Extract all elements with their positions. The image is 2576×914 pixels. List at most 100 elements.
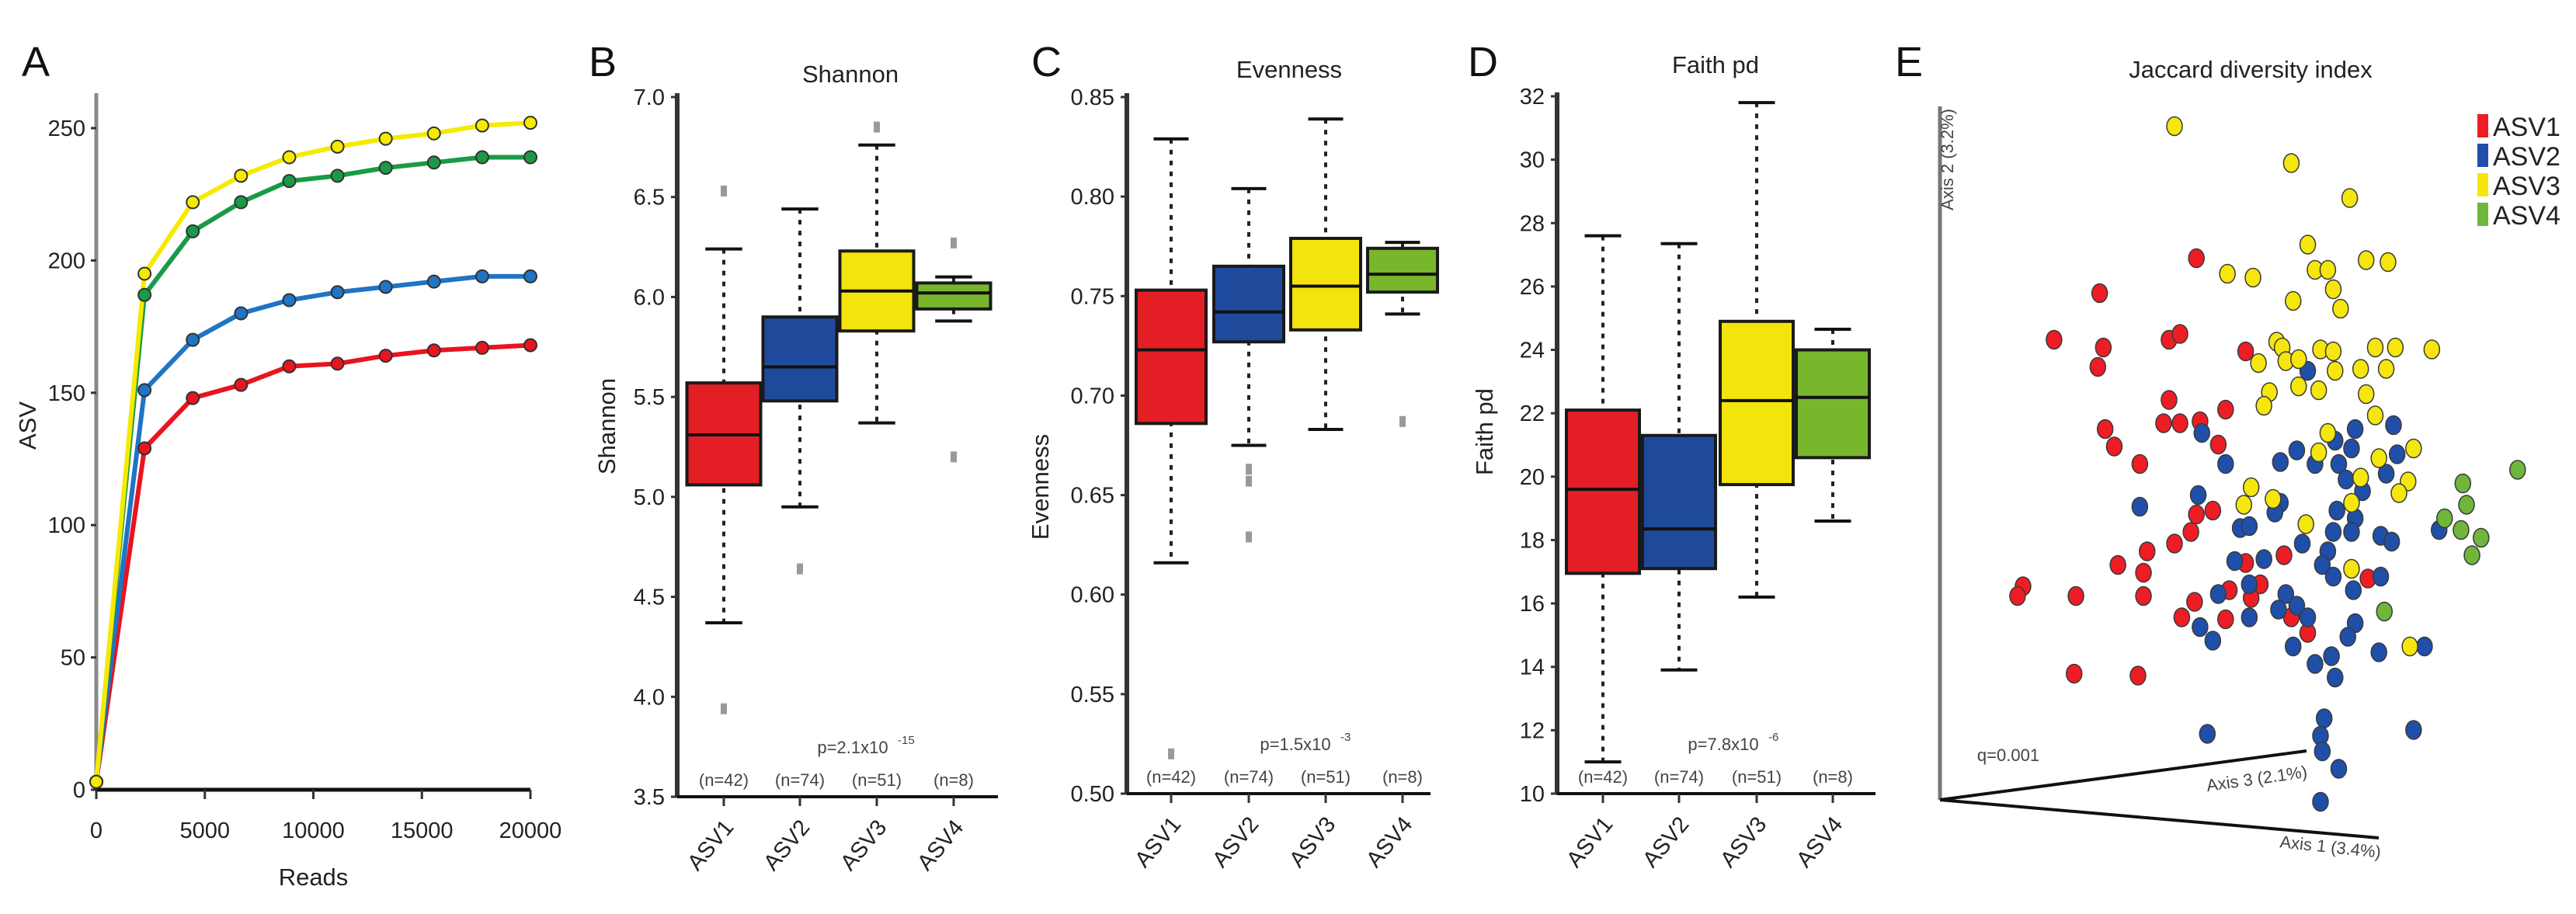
- series-point-2: [234, 195, 249, 210]
- scatter-point: [2277, 584, 2295, 604]
- scatter-point: [2366, 405, 2384, 426]
- scatter-point: [2385, 415, 2402, 436]
- scatter-point: [2314, 741, 2331, 762]
- series-point-3: [234, 169, 249, 183]
- p-value-label: p=1.5x10: [1260, 735, 1330, 754]
- series-point-1: [426, 274, 441, 289]
- series-point-1: [475, 269, 489, 283]
- scatter-point: [2370, 642, 2387, 662]
- scatter-point: [2265, 488, 2282, 509]
- scatter-point: [2199, 724, 2216, 744]
- sample-size-label: (n=74): [1224, 767, 1274, 787]
- outlier-point: [1168, 748, 1174, 759]
- scatter-point: [2416, 636, 2433, 657]
- scatter-series-asv2: [2131, 360, 2448, 812]
- panel-letter-b: B: [589, 39, 617, 85]
- scatter-point: [2358, 250, 2375, 270]
- y-tick-label: 50: [61, 646, 85, 671]
- series-line-3: [94, 120, 531, 783]
- scatter-point: [2339, 627, 2356, 647]
- chart-title: Shannon: [802, 61, 899, 88]
- legend-label: ASV2: [2493, 142, 2560, 172]
- box-asv1: [1135, 137, 1208, 759]
- scatter-point: [2376, 601, 2393, 622]
- scatter-point: [2226, 551, 2244, 572]
- scatter-point: [2370, 448, 2387, 468]
- sample-size-label: (n=42): [1578, 767, 1628, 787]
- scatter-point: [2204, 631, 2222, 651]
- legend-swatch: [2477, 114, 2488, 137]
- scatter-point: [2377, 359, 2395, 379]
- series-point-0: [234, 377, 249, 392]
- box-iqr: [1719, 319, 1795, 487]
- series-point-1: [330, 285, 345, 300]
- scatter-point: [2387, 337, 2404, 358]
- series-point-0: [282, 359, 297, 374]
- scatter-point: [2328, 500, 2345, 521]
- scatter-point: [2330, 454, 2348, 474]
- scatter-point: [2282, 153, 2300, 173]
- scatter-point: [2352, 359, 2369, 379]
- scatter-point: [2109, 554, 2126, 575]
- sample-size-label: (n=74): [775, 770, 825, 790]
- panel-letter-e: E: [1895, 39, 1923, 85]
- box-iqr: [1289, 236, 1362, 332]
- sample-size-label: (n=51): [1301, 767, 1351, 787]
- outlier-point: [1246, 464, 1252, 475]
- scatter-point: [2217, 399, 2234, 420]
- box-asv2: [1641, 242, 1717, 672]
- axis-3-line: [1939, 749, 2307, 801]
- box-asv4: [1366, 241, 1439, 427]
- scatter-point: [2314, 554, 2331, 575]
- series-point-2: [282, 174, 297, 189]
- chart-title: Jaccard diversity index: [2129, 56, 2373, 83]
- y-tick-label: 6.5: [634, 186, 665, 210]
- series-point-3: [523, 116, 537, 130]
- scatter-point: [2345, 580, 2362, 600]
- scatter-point: [2067, 586, 2084, 606]
- chart-title: Faith pd: [1672, 51, 1759, 78]
- outlier-point: [797, 563, 803, 575]
- y-tick-label: 28: [1520, 211, 1545, 236]
- scatter-point: [2372, 566, 2390, 587]
- scatter-point: [2310, 442, 2327, 463]
- scatter-point: [2285, 290, 2302, 311]
- box-iqr: [915, 281, 993, 311]
- scatter-point: [2366, 337, 2384, 358]
- scatter-point: [2423, 339, 2441, 360]
- legend: [2477, 114, 2488, 226]
- scatter-point: [2091, 283, 2108, 304]
- scatter-point: [2139, 541, 2156, 561]
- scatter-point: [2241, 574, 2258, 595]
- series-point-0: [330, 356, 345, 371]
- x-axis-label: Reads: [279, 864, 349, 891]
- scatter-point: [2171, 413, 2188, 433]
- scatter-point: [2324, 341, 2342, 362]
- scatter-point: [2046, 329, 2063, 350]
- series-point-2: [523, 150, 537, 165]
- series-point-2: [137, 287, 152, 302]
- scatter-point: [2346, 419, 2364, 440]
- scatter-point: [2255, 395, 2272, 416]
- sample-size-label: (n=8): [1382, 767, 1423, 787]
- series-point-1: [137, 383, 152, 398]
- scatter-point: [2383, 531, 2400, 552]
- x-tick-label: 15000: [391, 818, 454, 843]
- y-tick-label: 7.0: [634, 85, 665, 110]
- series-point-3: [426, 126, 441, 141]
- scatter-point: [2131, 454, 2149, 474]
- y-tick-label: 32: [1520, 85, 1545, 109]
- series-point-2: [330, 169, 345, 183]
- box-asv4: [1795, 328, 1871, 523]
- box-asv3: [1719, 101, 1795, 599]
- scatter-point: [2217, 454, 2234, 474]
- y-tick-label: 4.5: [634, 586, 665, 610]
- sample-size-label: (n=51): [1732, 767, 1782, 787]
- box-iqr: [761, 315, 839, 403]
- y-tick-label: 26: [1520, 275, 1545, 300]
- y-tick-label: 200: [48, 248, 85, 273]
- panel-d-boxplot: [1551, 92, 1876, 803]
- scatter-point: [2219, 263, 2236, 284]
- series-point-1: [523, 269, 537, 283]
